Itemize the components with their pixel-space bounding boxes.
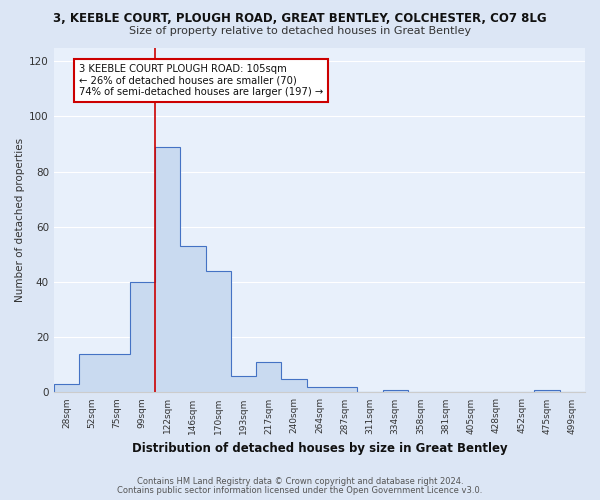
Bar	[206, 271, 231, 392]
Bar	[256, 362, 281, 392]
Bar	[79, 354, 104, 393]
Y-axis label: Number of detached properties: Number of detached properties	[15, 138, 25, 302]
Text: Contains public sector information licensed under the Open Government Licence v3: Contains public sector information licen…	[118, 486, 482, 495]
Bar	[307, 387, 332, 392]
Bar	[281, 378, 307, 392]
Bar	[54, 384, 79, 392]
Text: Size of property relative to detached houses in Great Bentley: Size of property relative to detached ho…	[129, 26, 471, 36]
Bar	[383, 390, 408, 392]
Bar	[180, 246, 206, 392]
Text: 3, KEEBLE COURT, PLOUGH ROAD, GREAT BENTLEY, COLCHESTER, CO7 8LG: 3, KEEBLE COURT, PLOUGH ROAD, GREAT BENT…	[53, 12, 547, 26]
Bar	[332, 387, 358, 392]
Text: 3 KEEBLE COURT PLOUGH ROAD: 105sqm
← 26% of detached houses are smaller (70)
74%: 3 KEEBLE COURT PLOUGH ROAD: 105sqm ← 26%…	[79, 64, 323, 98]
Bar	[535, 390, 560, 392]
Bar	[155, 147, 180, 392]
Bar	[130, 282, 155, 393]
Bar	[104, 354, 130, 393]
Text: Contains HM Land Registry data © Crown copyright and database right 2024.: Contains HM Land Registry data © Crown c…	[137, 477, 463, 486]
Bar	[231, 376, 256, 392]
X-axis label: Distribution of detached houses by size in Great Bentley: Distribution of detached houses by size …	[131, 442, 507, 455]
